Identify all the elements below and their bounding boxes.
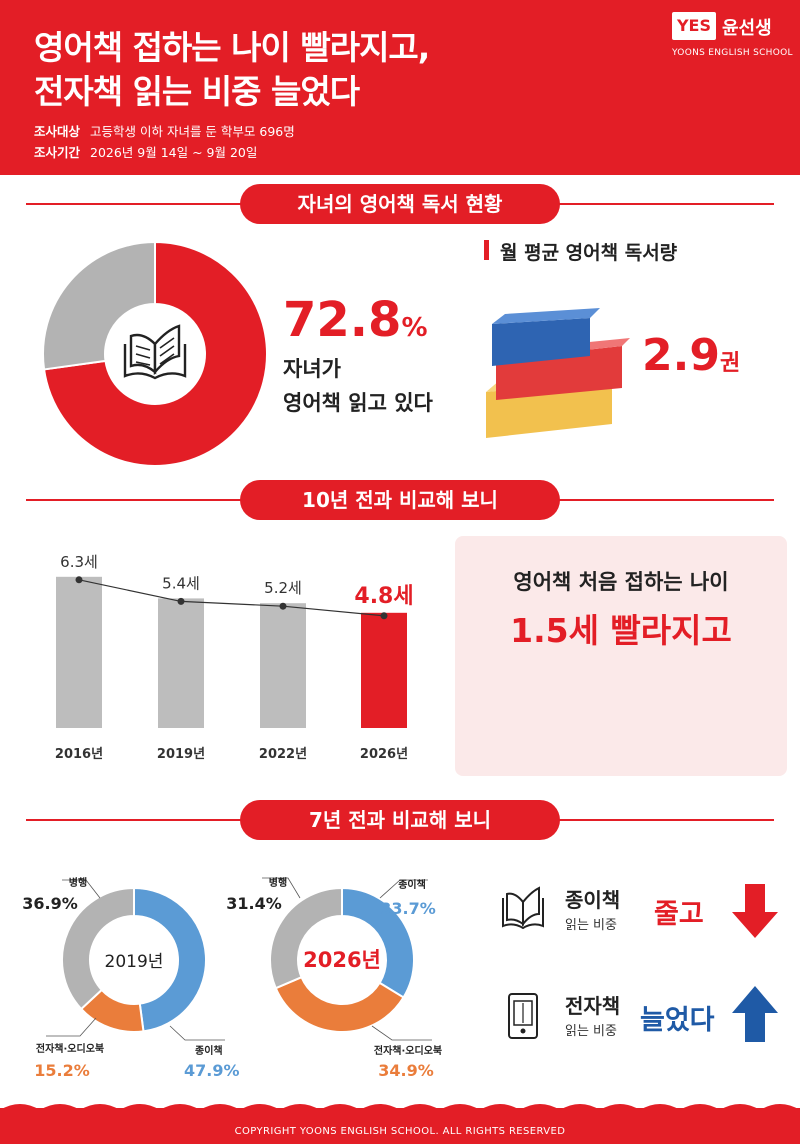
copyright: COPYRIGHT YOONS ENGLISH SCHOOL. ALL RIGH… [234,1126,566,1137]
trend-line [78,579,385,617]
read-desc: 자녀가 영어책 읽고 있다 [283,352,433,420]
bar-2016년 [56,576,102,728]
title-line-2: 전자책 읽는 비중 늘었다 [34,72,360,111]
donut-slice [61,886,135,1011]
ebook-trend: 늘었다 [640,1005,715,1036]
monthly-amount: 2.9권 [642,330,740,381]
bar-category-label: 2026년 [360,747,408,762]
bar-value-label: 5.4세 [162,574,200,592]
donut-category-label: 종이책 [195,1044,223,1057]
read-percent-unit: % [401,313,428,343]
ebook-reader-icon [508,993,538,1039]
donut-category-label: 전자책·오디오북 [36,1042,104,1055]
monthly-title: 월 평균 영어책 독서량 [500,242,678,264]
ebook-sub: 읽는 비중 [565,1024,617,1039]
trend-point [177,597,185,605]
bar-value-label: 4.8세 [354,584,413,609]
survey-target-label: 조사대상 [34,124,81,139]
donut-slice [274,975,405,1033]
leader-line [379,879,428,899]
donut-slice [133,886,207,1033]
monthly-unit: 권 [719,351,741,376]
leader-line [169,1025,225,1041]
bar-value-label: 5.2세 [264,579,302,597]
bar-category-label: 2022년 [259,747,307,762]
leader-line [46,1017,97,1037]
donut-category-label: 병행 [69,876,87,889]
logo-mark: YES [672,12,716,40]
age-highlight-line-1: 영어책 처음 접하는 나이 [513,570,729,594]
brand-logo: YES 윤선생 YOONS ENGLISH SCHOOL [672,12,793,64]
leader-line [371,1025,432,1041]
survey-info: 조사대상 고등학생 이하 자녀를 둔 학부모 696명 조사기간 2026년 9월 … [34,121,295,163]
paper-book-icon [502,886,544,930]
section-title-1: 자녀의 영어책 독서 현황 [240,184,560,224]
ebook-title: 전자책 [565,994,621,1018]
section-title-3: 7년 전과 비교해 보니 [240,800,560,840]
bar-2022년 [260,603,306,728]
logo-sub: YOONS ENGLISH SCHOOL [672,48,793,58]
read-desc-line-1: 자녀가 [283,357,341,381]
monthly-marker [484,240,489,260]
age-highlight-line-2: 1.5세 빨라지고 [510,611,732,650]
donut-percent-label: 34.9% [378,1061,434,1080]
donut-category-label: 종이책 [398,878,426,891]
donut-slice-reading [42,240,268,467]
main-donut-chart [42,240,268,467]
paper-trend: 줄고 [654,899,704,930]
header: 영어책 접하는 나이 빨라지고, 전자책 읽는 비중 늘었다 조사대상 고등학생 … [0,0,800,175]
read-desc-line-2: 영어책 읽고 있다 [283,391,433,415]
donut-category-label: 전자책·오디오북 [374,1044,442,1057]
section-title-2: 10년 전과 비교해 보니 [240,480,560,520]
title-line-1: 영어책 접하는 나이 빨라지고, [34,28,430,67]
survey-period: 2026년 9월 14일 ~ 9월 20일 [90,145,258,160]
page-title: 영어책 접하는 나이 빨라지고, 전자책 읽는 비중 늘었다 [34,26,430,114]
footer: COPYRIGHT YOONS ENGLISH SCHOOL. ALL RIGH… [0,1108,800,1144]
donut-percent-label: 31.4% [226,894,282,913]
donut-percent-label: 33.7% [380,899,436,918]
donut-center-label: 2026년 [303,948,381,972]
bar-2026년 [361,612,407,728]
leader-line [262,877,301,899]
book-stack-icon [486,308,630,438]
bar-value-label: 6.3세 [60,553,98,571]
arrow-up-icon [732,986,778,1042]
donut-percent-label: 15.2% [34,1061,90,1080]
monthly-value: 2.9 [642,330,720,381]
arrow-down-icon [732,884,778,938]
read-percent-value: 72.8 [283,292,402,348]
survey-target: 고등학생 이하 자녀를 둔 학부모 696명 [90,124,295,139]
donut-center-label: 2019년 [105,952,164,972]
leader-line [62,879,101,899]
open-book-icon [107,306,203,402]
bar-category-label: 2019년 [157,747,205,762]
trend-point [75,576,83,584]
survey-period-label: 조사기간 [34,145,81,160]
donut-slice [269,886,343,990]
bar-2019년 [158,598,204,728]
trend-point [279,602,287,610]
donut-2026-chart: 2026년 종이책 33.7% 전자책·오디오북 34.9% 병행 31.4% [226,876,442,1080]
paper-sub: 읽는 비중 [565,918,617,933]
bar-category-label: 2016년 [55,747,103,762]
donut-percent-label: 36.9% [22,894,78,913]
donut-slice [341,886,415,999]
age-highlight-box: 영어책 처음 접하는 나이 1.5세 빨라지고 [455,536,787,776]
age-bar-chart: 6.3세 2016년 5.4세 2019년 5.2세 2022년 4.8세 2026년 [55,553,414,762]
donut-category-label: 병행 [269,876,287,889]
paper-title: 종이책 [565,888,621,912]
donut-percent-label: 47.9% [184,1061,240,1080]
logo-brand: 윤선생 [722,18,772,39]
read-percent: 72.8% [283,292,428,348]
trend-point [380,612,388,620]
donut-slice-other [42,240,156,371]
